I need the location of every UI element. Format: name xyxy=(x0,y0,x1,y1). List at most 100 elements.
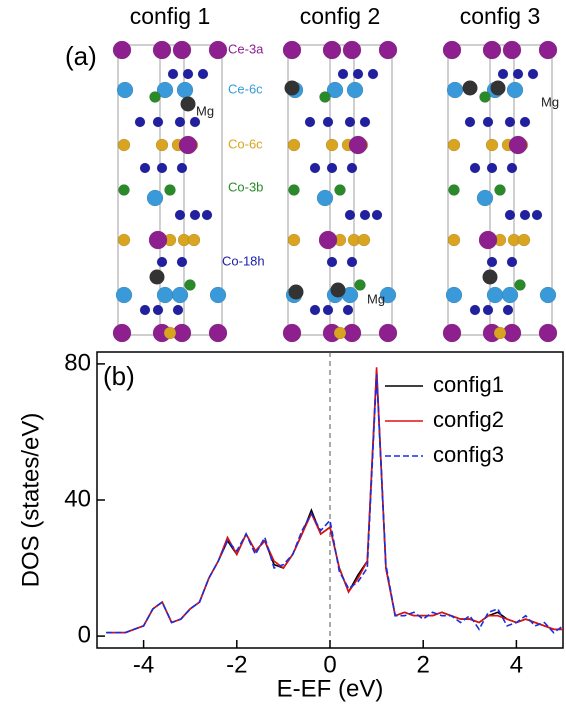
y-axis-label: DOS (states/eV) xyxy=(17,413,44,588)
atom xyxy=(531,209,543,221)
mg-atom xyxy=(288,284,304,300)
x-tick-label: 0 xyxy=(323,651,336,678)
atom xyxy=(326,256,338,268)
atom xyxy=(514,279,526,291)
atom xyxy=(486,256,498,268)
atom xyxy=(176,162,188,174)
atom xyxy=(527,68,539,80)
atom xyxy=(337,68,349,80)
atom xyxy=(139,162,151,174)
atom xyxy=(497,68,509,80)
atom xyxy=(504,116,516,128)
atom xyxy=(479,91,491,103)
atom xyxy=(316,189,334,207)
atom xyxy=(504,209,516,221)
atom xyxy=(501,286,519,304)
atom xyxy=(304,116,316,128)
atom xyxy=(282,323,302,343)
atom xyxy=(469,162,481,174)
atom xyxy=(482,304,494,316)
site-label: Co-6c xyxy=(228,136,263,151)
atoms xyxy=(112,40,558,343)
atom xyxy=(494,184,506,196)
mg-label: Mg xyxy=(541,94,559,109)
mg-atom xyxy=(330,282,346,298)
atom xyxy=(282,40,302,60)
atom xyxy=(197,68,209,80)
site-labels: Ce-3a Ce-6c Co-6c Co-3b Co-18h Mg Mg Mg xyxy=(196,41,559,306)
site-label: Ce-6c xyxy=(228,81,263,96)
atom xyxy=(156,162,168,174)
atom xyxy=(367,68,379,80)
atom xyxy=(486,286,504,304)
atom xyxy=(182,68,194,80)
atom xyxy=(538,40,558,60)
atom xyxy=(146,189,164,207)
atom xyxy=(446,81,464,99)
atom xyxy=(485,138,499,152)
mg-atom xyxy=(180,96,196,112)
atom xyxy=(538,323,558,343)
site-label: Ce-3a xyxy=(228,41,264,56)
atom xyxy=(117,233,131,247)
atom xyxy=(318,230,338,250)
atom xyxy=(482,116,494,128)
panel-label: (b) xyxy=(103,361,135,391)
atom xyxy=(156,256,168,268)
atom xyxy=(371,209,383,221)
atom xyxy=(288,184,300,196)
atom xyxy=(176,256,188,268)
mg-label: Mg xyxy=(196,103,214,118)
atom xyxy=(172,304,184,316)
atom xyxy=(519,116,531,128)
atom xyxy=(445,286,463,304)
atom xyxy=(502,40,522,60)
mg-atom xyxy=(462,80,478,96)
atom xyxy=(178,135,198,155)
atom xyxy=(502,304,514,316)
atom xyxy=(309,162,321,174)
atom xyxy=(149,91,161,103)
structure-panel: (a) config 1 config 2 config 3 xyxy=(65,3,540,71)
atom xyxy=(447,138,461,152)
atom xyxy=(359,209,371,221)
atom xyxy=(208,40,228,60)
atom xyxy=(287,138,301,152)
atom xyxy=(517,233,531,247)
atom xyxy=(167,68,179,80)
atom xyxy=(486,162,498,174)
atom xyxy=(478,230,498,250)
x-tick-label: -4 xyxy=(133,651,154,678)
atom xyxy=(174,209,186,221)
atom xyxy=(116,81,134,99)
atom xyxy=(187,233,201,247)
atom xyxy=(464,116,476,128)
dos-line xyxy=(106,374,564,634)
atom xyxy=(447,233,461,247)
atom xyxy=(519,209,531,221)
atom xyxy=(322,116,334,128)
atom xyxy=(309,304,321,316)
atom xyxy=(322,304,334,316)
atom xyxy=(174,116,186,128)
legend-label: config2 xyxy=(433,407,504,432)
atom xyxy=(112,323,132,343)
atom xyxy=(322,40,342,60)
atom xyxy=(152,116,164,128)
atom xyxy=(333,326,347,340)
atom xyxy=(139,304,151,316)
mg-atom xyxy=(482,269,498,285)
atom xyxy=(476,189,494,207)
atom xyxy=(209,286,227,304)
atom xyxy=(117,138,131,152)
atom xyxy=(171,286,189,304)
site-label: Co-18h xyxy=(222,253,265,268)
config-title: config 3 xyxy=(460,3,541,29)
atom xyxy=(208,323,228,343)
atom xyxy=(378,40,398,60)
atom xyxy=(512,68,524,80)
panel-label: (a) xyxy=(65,41,97,71)
atom xyxy=(156,81,174,99)
